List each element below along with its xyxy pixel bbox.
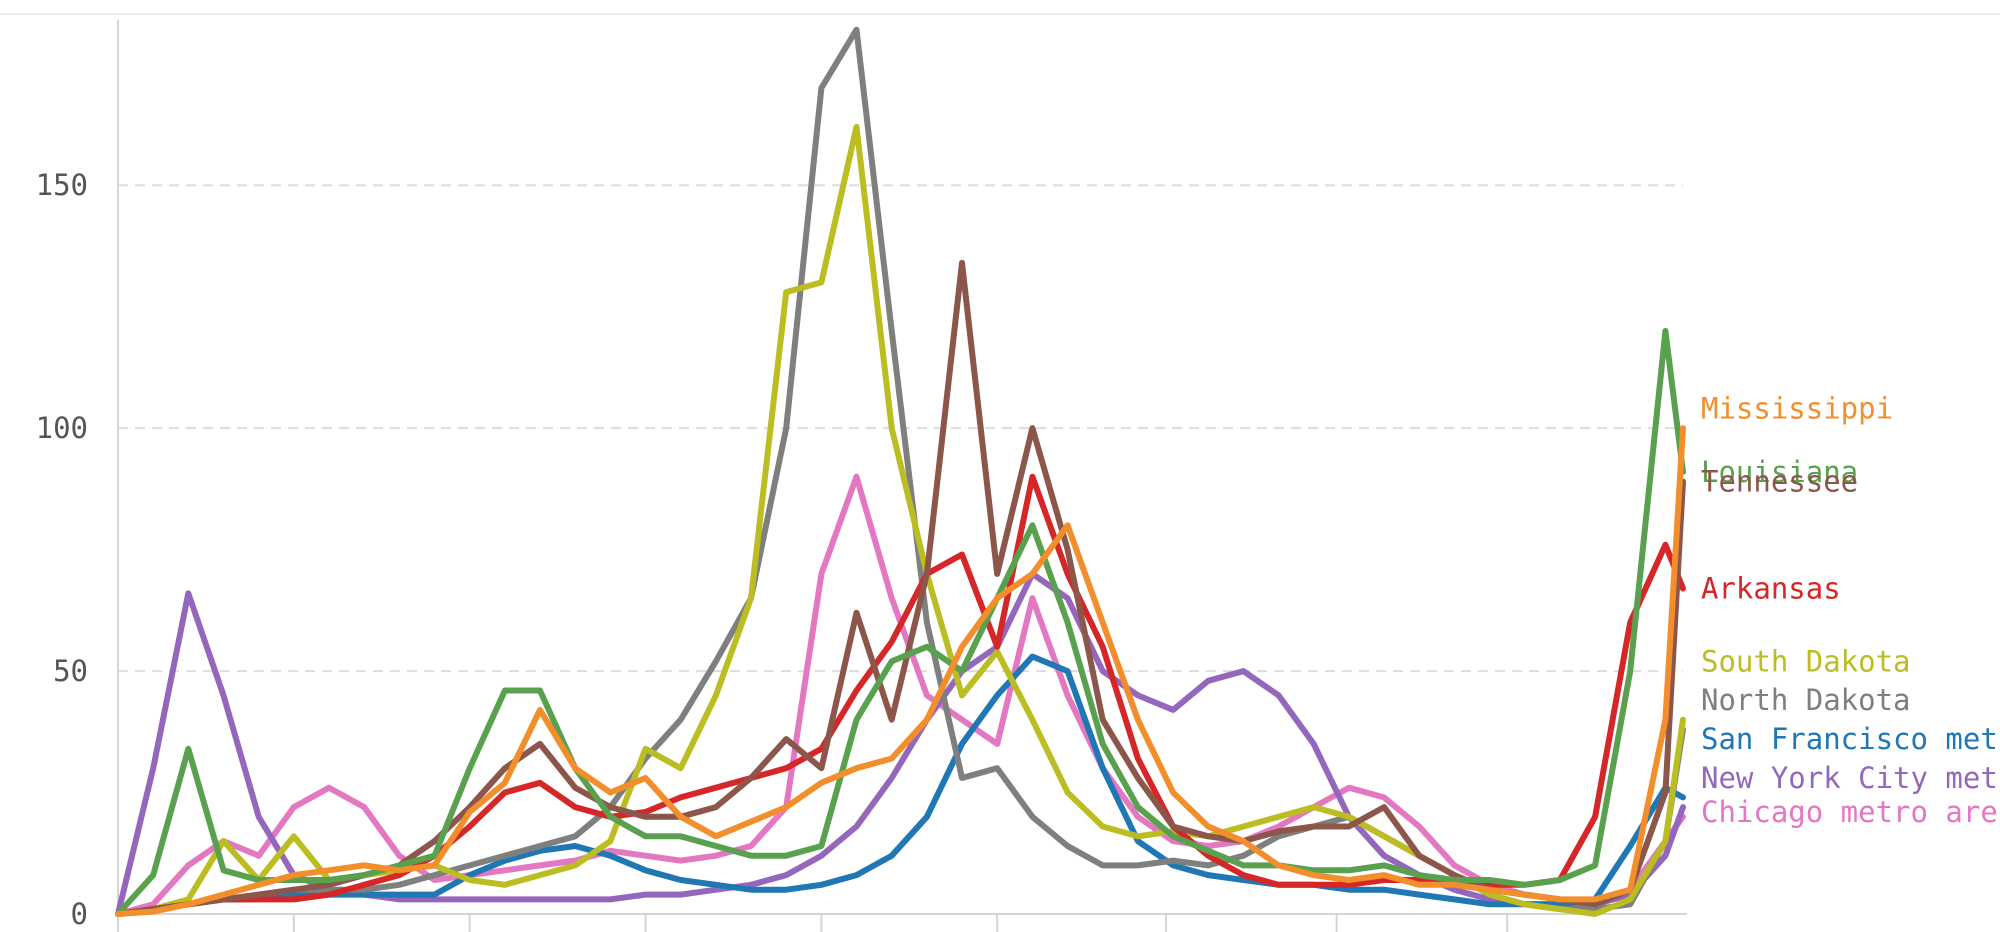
series-line-san-francisco-metro-area (115, 653, 1686, 917)
series-label-south-dakota: South Dakota (1701, 644, 1911, 678)
y-tick-label-0: 0 (71, 897, 88, 931)
y-tick-label-100: 100 (36, 411, 88, 445)
series-label-louisiana: Louisiana (1701, 455, 1858, 489)
series-label-new-york-city-metro-area: New York City met (1701, 761, 1998, 795)
y-tick-labels: 0 50 100 150 (36, 168, 88, 931)
series-label-chicago-metro-area: Chicago metro are (1701, 795, 1998, 829)
series-label-arkansas: Arkansas (1701, 571, 1841, 605)
series-line-south-dakota (115, 123, 1686, 917)
series-label-mississippi: Mississippi (1701, 392, 1893, 426)
y-tick-label-50: 50 (53, 654, 88, 688)
series-line-tennessee (115, 259, 1686, 917)
series-label-north-dakota: North Dakota (1701, 683, 1911, 717)
series-label-tennessee: Tennessee (1701, 465, 1858, 499)
axes (117, 20, 1687, 932)
series-lines (115, 26, 1686, 917)
y-tick-label-150: 150 (36, 168, 88, 202)
series-line-mississippi (115, 425, 1686, 917)
series-label-san-francisco-metro-area: San Francisco met (1701, 722, 1998, 756)
